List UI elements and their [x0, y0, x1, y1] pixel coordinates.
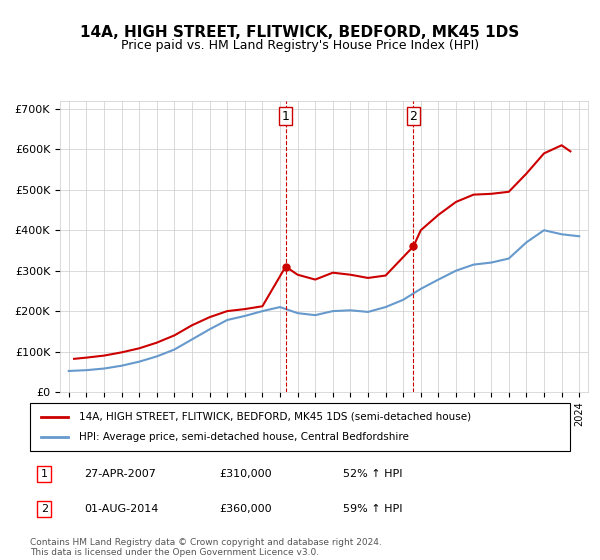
- Text: 14A, HIGH STREET, FLITWICK, BEDFORD, MK45 1DS: 14A, HIGH STREET, FLITWICK, BEDFORD, MK4…: [80, 25, 520, 40]
- Text: 14A, HIGH STREET, FLITWICK, BEDFORD, MK45 1DS (semi-detached house): 14A, HIGH STREET, FLITWICK, BEDFORD, MK4…: [79, 412, 471, 422]
- Text: 59% ↑ HPI: 59% ↑ HPI: [343, 504, 403, 514]
- Text: £310,000: £310,000: [219, 469, 272, 479]
- Text: 2: 2: [41, 504, 48, 514]
- Text: 52% ↑ HPI: 52% ↑ HPI: [343, 469, 403, 479]
- Text: Contains HM Land Registry data © Crown copyright and database right 2024.
This d: Contains HM Land Registry data © Crown c…: [30, 538, 382, 557]
- Text: HPI: Average price, semi-detached house, Central Bedfordshire: HPI: Average price, semi-detached house,…: [79, 432, 409, 442]
- Text: 1: 1: [41, 469, 48, 479]
- Text: 01-AUG-2014: 01-AUG-2014: [84, 504, 158, 514]
- Text: Price paid vs. HM Land Registry's House Price Index (HPI): Price paid vs. HM Land Registry's House …: [121, 39, 479, 52]
- FancyBboxPatch shape: [30, 403, 570, 451]
- Text: £360,000: £360,000: [219, 504, 272, 514]
- Text: 27-APR-2007: 27-APR-2007: [84, 469, 156, 479]
- Text: 1: 1: [281, 110, 290, 123]
- Text: 2: 2: [409, 110, 418, 123]
